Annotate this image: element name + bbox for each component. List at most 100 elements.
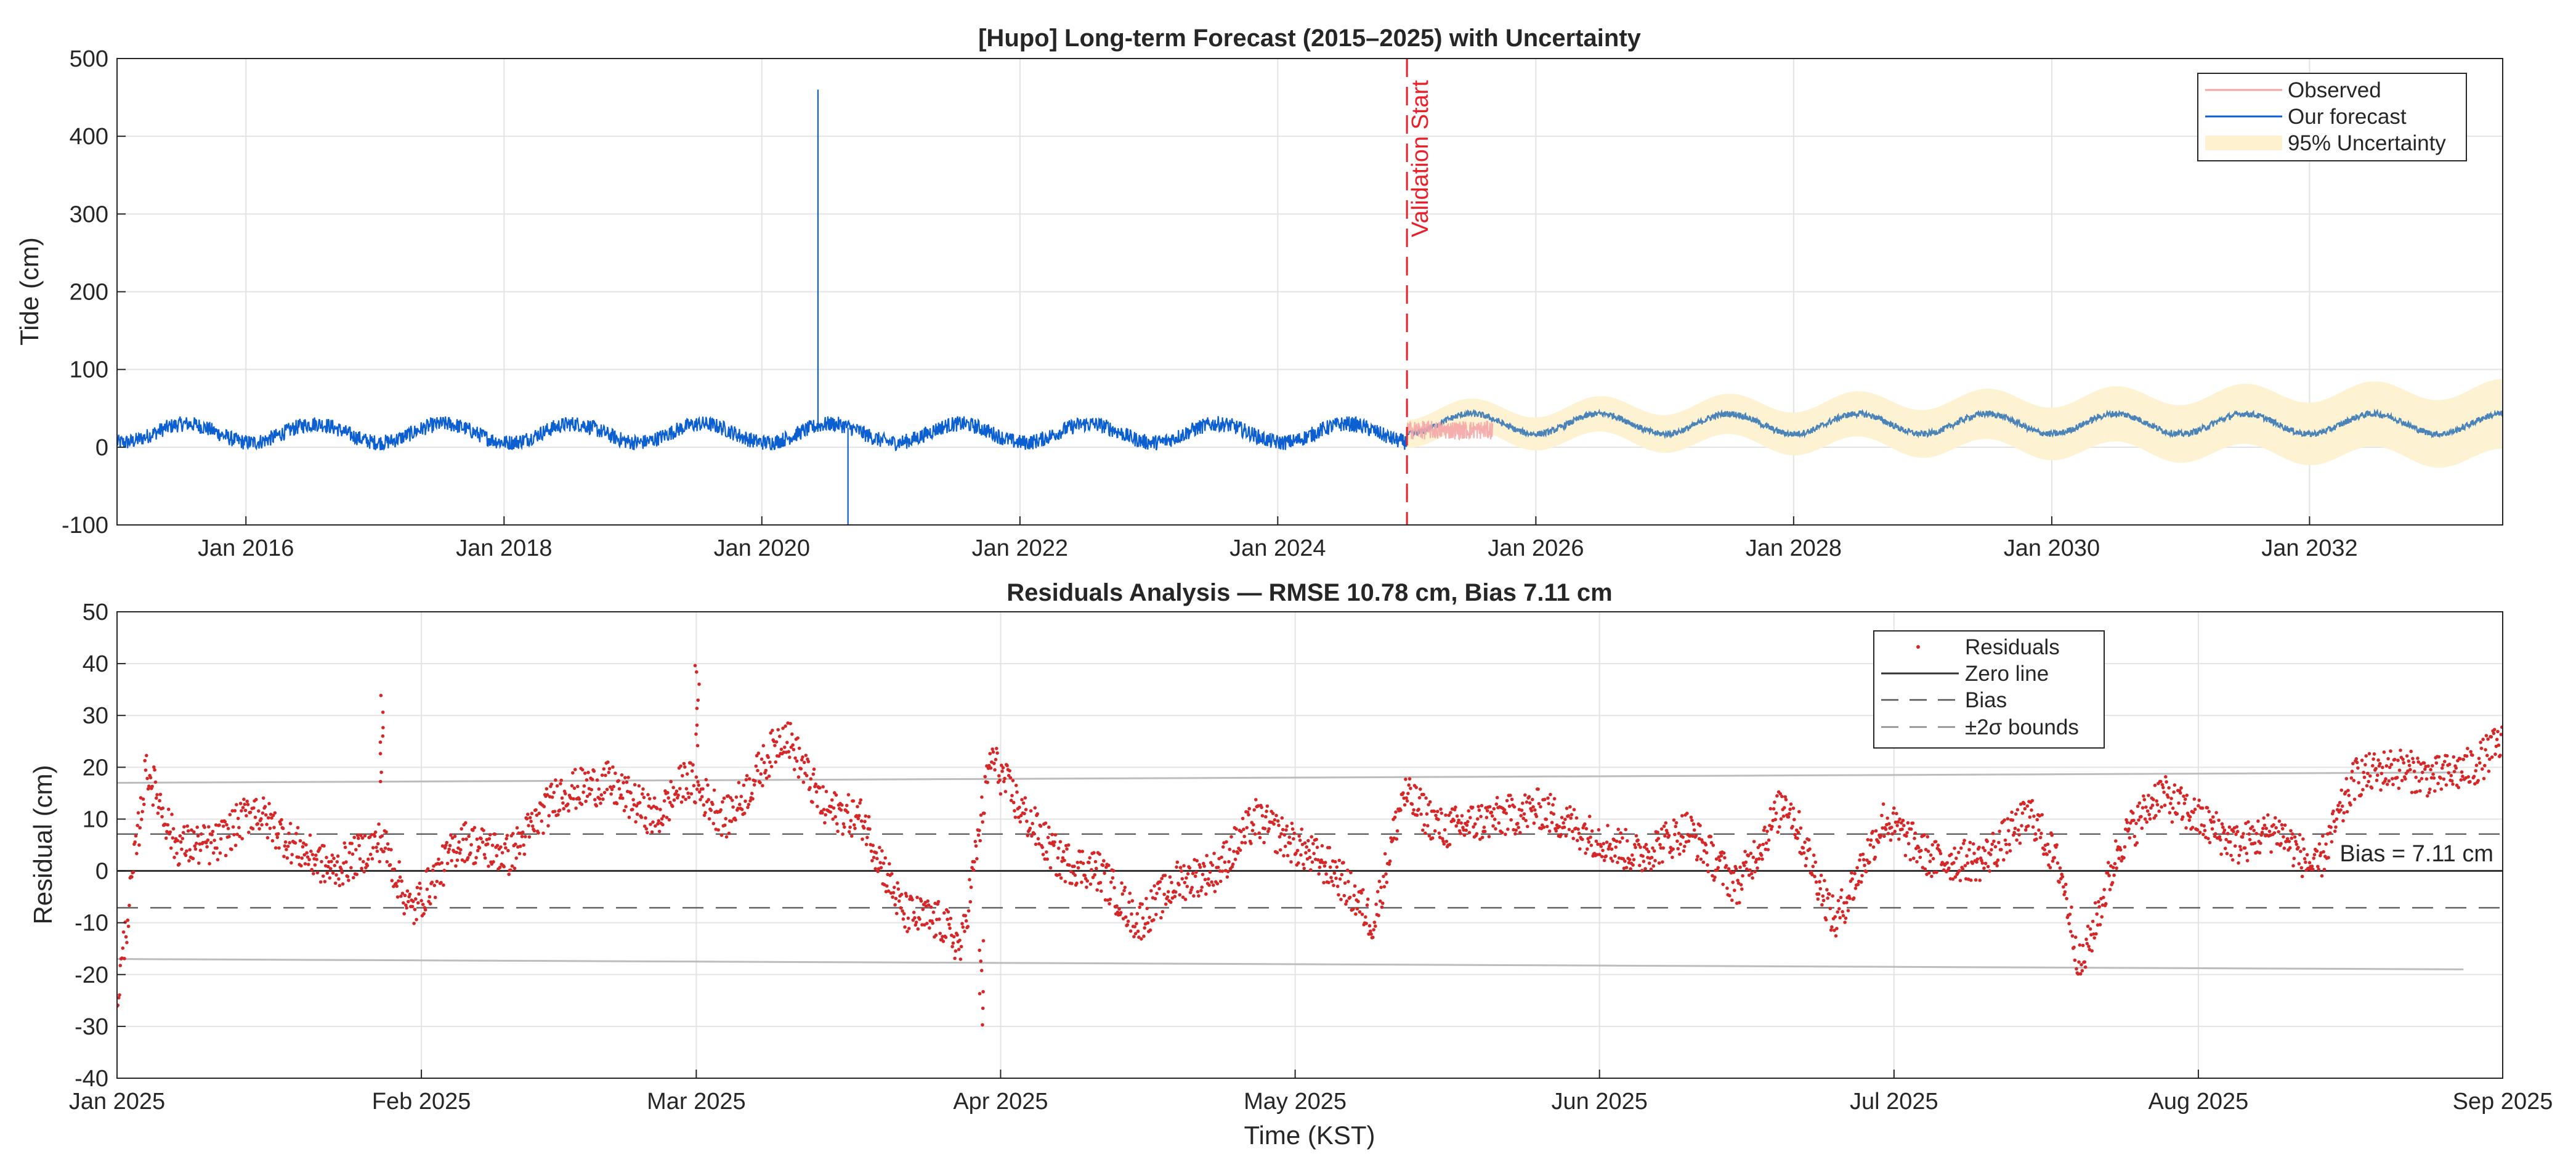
- residual-point: [2188, 815, 2192, 819]
- residual-point: [134, 834, 138, 838]
- residual-point: [1352, 893, 1356, 898]
- residual-point: [2417, 779, 2421, 783]
- residual-point: [936, 900, 941, 904]
- residual-point: [642, 795, 646, 800]
- residual-spike-point: [693, 664, 697, 668]
- residual-point: [2062, 885, 2065, 889]
- residual-point: [2006, 817, 2010, 821]
- residual-point: [121, 946, 125, 950]
- residual-point: [2272, 831, 2277, 835]
- residuals-x-tick-label: Mar 2025: [647, 1089, 746, 1115]
- residual-point: [207, 825, 211, 829]
- residual-point: [1690, 818, 1694, 823]
- residual-point: [2336, 803, 2340, 808]
- residual-point: [1576, 827, 1580, 831]
- residual-point: [832, 806, 836, 810]
- residual-point: [2264, 826, 2268, 831]
- residual-point: [425, 887, 429, 892]
- residual-point: [2374, 766, 2378, 771]
- residual-point: [781, 726, 785, 730]
- residual-point: [747, 777, 751, 781]
- residual-spike-point: [697, 682, 701, 686]
- residual-point: [1330, 879, 1334, 884]
- residual-point: [782, 750, 786, 754]
- residual-point: [1327, 880, 1331, 885]
- residual-point: [2050, 833, 2054, 837]
- residual-point: [1025, 819, 1029, 823]
- residual-point: [1634, 834, 1638, 838]
- legend-uncertainty-label: 95% Uncertainty: [2288, 131, 2446, 155]
- residual-point: [2330, 840, 2334, 844]
- residual-point: [665, 816, 669, 819]
- residual-point: [1152, 884, 1156, 888]
- residual-point: [2357, 781, 2360, 785]
- residual-point: [2277, 830, 2280, 834]
- residual-point: [1372, 928, 1375, 932]
- residual-point: [647, 804, 651, 808]
- residual-point: [584, 799, 588, 803]
- residual-point: [1638, 863, 1642, 867]
- residual-point: [2033, 832, 2038, 836]
- residual-point: [1812, 853, 1816, 857]
- residual-point: [1542, 825, 1546, 829]
- residual-point: [2426, 794, 2429, 798]
- residual-point: [2142, 794, 2145, 798]
- residual-point: [1355, 907, 1359, 911]
- residual-point: [712, 788, 716, 792]
- residual-point: [1520, 808, 1524, 812]
- residual-point: [206, 838, 210, 842]
- residual-point: [507, 872, 511, 876]
- residual-point: [431, 868, 435, 872]
- residual-point: [479, 837, 483, 840]
- residual-point: [1441, 839, 1445, 843]
- residual-point: [875, 856, 879, 861]
- residual-point: [769, 731, 772, 735]
- residual-point: [283, 844, 287, 848]
- residual-point: [890, 872, 894, 875]
- residual-point: [1958, 879, 1962, 882]
- residual-point: [146, 787, 150, 791]
- residual-point: [1555, 823, 1559, 827]
- residual-point: [686, 791, 690, 795]
- residual-point: [756, 751, 761, 755]
- residual-point: [1624, 866, 1629, 869]
- residual-point: [582, 784, 586, 788]
- residual-point: [360, 836, 365, 840]
- residual-point: [1642, 859, 1646, 863]
- residual-point: [1002, 779, 1006, 784]
- residual-point: [2269, 850, 2273, 854]
- residual-point: [310, 853, 315, 856]
- residual-point: [2140, 826, 2144, 831]
- residual-point: [362, 870, 366, 874]
- residual-spike-point: [378, 752, 383, 755]
- residual-point: [731, 805, 735, 809]
- residual-point: [1664, 821, 1668, 825]
- residual-point: [2234, 832, 2238, 836]
- residual-point: [2459, 778, 2463, 782]
- residual-point: [1651, 846, 1655, 850]
- residual-point: [1265, 804, 1270, 808]
- residual-point: [1434, 813, 1438, 818]
- residual-point: [646, 793, 650, 797]
- residual-point: [1230, 865, 1234, 869]
- residual-point: [2422, 761, 2426, 765]
- residual-point: [1324, 872, 1328, 876]
- residual-point: [1724, 864, 1728, 867]
- residual-point: [195, 825, 200, 829]
- residual-point: [1021, 801, 1026, 805]
- residual-point: [1065, 847, 1069, 851]
- residual-point: [858, 801, 862, 805]
- residual-point: [502, 864, 506, 869]
- residual-point: [1633, 843, 1637, 847]
- residual-point: [2235, 825, 2239, 829]
- residual-point: [147, 784, 151, 788]
- residual-point: [213, 839, 216, 842]
- residual-point: [1926, 835, 1930, 839]
- residual-point: [390, 879, 394, 883]
- residual-point: [2100, 915, 2104, 919]
- residual-point: [1275, 851, 1279, 855]
- residual-point: [186, 829, 190, 833]
- residual-point: [1559, 832, 1563, 837]
- residual-point: [2102, 895, 2105, 900]
